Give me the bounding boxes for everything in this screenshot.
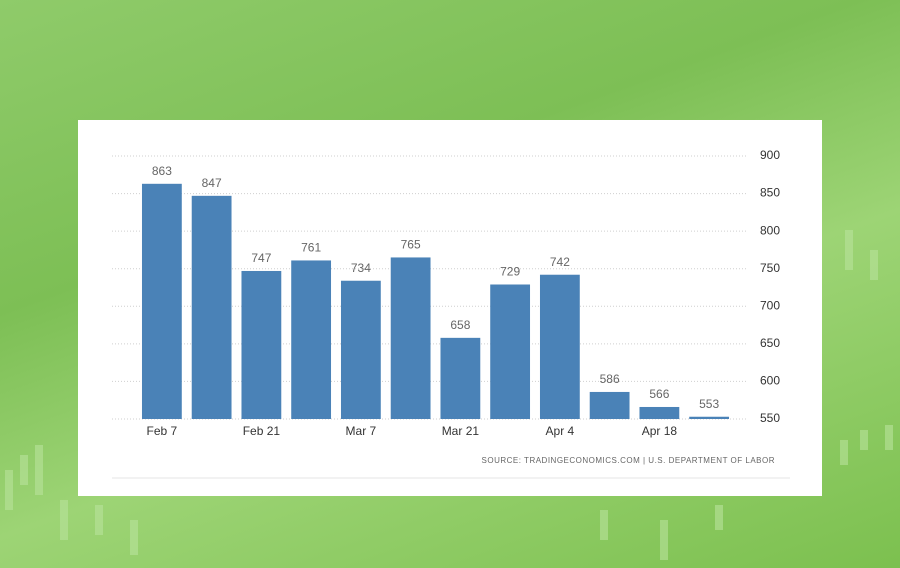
bar: [141, 183, 182, 419]
bar: [390, 257, 431, 419]
panel: [78, 120, 822, 496]
bar: [340, 280, 381, 419]
bar: [241, 270, 282, 419]
data-label: 747: [251, 251, 271, 265]
bar: [490, 284, 531, 419]
bar: [191, 195, 232, 419]
bar: [589, 391, 630, 419]
decor: [5, 230, 893, 560]
data-label: 566: [649, 387, 669, 401]
x-tick-label: Feb 7: [147, 424, 178, 438]
y-tick-label: 650: [760, 336, 780, 350]
data-label: 863: [152, 164, 172, 178]
y-tick-label: 700: [760, 298, 780, 312]
bar: [689, 416, 730, 419]
source: SOURCE: TRADINGECONOMICS.COM | U.S. DEPA…: [482, 456, 775, 465]
data-label: 765: [401, 238, 421, 252]
bar: [639, 406, 680, 419]
data-label: 658: [450, 318, 470, 332]
data-label: 742: [550, 255, 570, 269]
x-tick-label: Mar 21: [442, 424, 480, 438]
x-tick-label: Mar 7: [346, 424, 377, 438]
y-tick-label: 600: [760, 374, 780, 388]
y-tick-label: 550: [760, 411, 780, 425]
data-label: 847: [202, 176, 222, 190]
x-tick-label: Feb 21: [243, 424, 281, 438]
data-label: 729: [500, 265, 520, 279]
y-tick-label: 900: [760, 148, 780, 162]
data-label: 586: [600, 372, 620, 386]
bar: [539, 274, 580, 419]
bar: [440, 337, 481, 419]
data-label: 761: [301, 241, 321, 255]
data-label: 553: [699, 397, 719, 411]
bar: [291, 260, 332, 419]
x-tick-label: Apr 4: [546, 424, 575, 438]
y-tick-label: 800: [760, 223, 780, 237]
x-tick-label: Apr 18: [642, 424, 678, 438]
y-tick-label: 850: [760, 186, 780, 200]
y-tick-label: 750: [760, 261, 780, 275]
data-label: 734: [351, 261, 371, 275]
